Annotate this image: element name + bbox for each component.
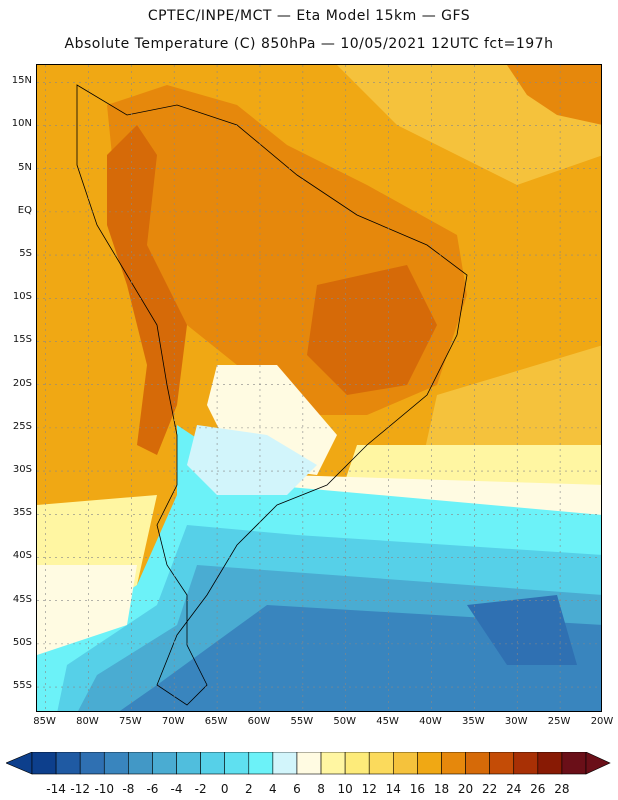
colorbar-level-label: 18 <box>433 782 450 796</box>
colorbar-level-label: 6 <box>293 782 301 796</box>
lon-tick-label: 85W <box>33 716 56 727</box>
lon-tick-label: 35W <box>462 716 485 727</box>
lon-tick-label: 80W <box>76 716 99 727</box>
lat-tick-label: 45S <box>12 593 32 605</box>
colorbar-level-label: 10 <box>337 782 353 796</box>
colorbar-level-label: 20 <box>457 782 474 796</box>
colorbar-level-label: -4 <box>170 782 183 796</box>
lat-tick-label: 5N <box>18 161 32 173</box>
coastline <box>76 84 468 706</box>
lat-tick-label: 20S <box>12 377 32 389</box>
map-subtitle: Absolute Temperature (C) 850hPa — 10/05/… <box>64 36 554 52</box>
colorbar-level-label: 26 <box>530 782 546 796</box>
colorbar-swatch <box>296 752 322 775</box>
lat-tick-label: 10N <box>11 118 32 130</box>
colorbar <box>6 752 611 775</box>
lat-tick-label: 5S <box>19 248 32 260</box>
colorbar-swatch <box>224 752 250 775</box>
colorbar-level-label: -12 <box>70 782 90 796</box>
colorbar-swatch <box>152 752 177 775</box>
colorbar-swatch <box>561 752 587 775</box>
colorbar-swatch <box>176 752 201 775</box>
colorbar-level-label: 28 <box>554 782 570 796</box>
lat-tick-label: 15N <box>11 75 32 87</box>
colorbar-level-label: 22 <box>482 782 498 796</box>
lon-tick-label: 20W <box>590 716 614 727</box>
colorbar-swatch <box>417 752 442 775</box>
colorbar-level-label: 16 <box>409 782 426 796</box>
colorbar-swatch <box>368 752 394 775</box>
colorbar-swatch <box>465 752 490 775</box>
lon-tick-label: 40W <box>419 716 442 727</box>
field-south-blue2 <box>119 605 601 711</box>
lat-tick-label: 40S <box>12 550 32 562</box>
lon-tick-label: 60W <box>247 716 271 727</box>
field-south-blue3 <box>467 595 577 665</box>
lon-tick-label: 55W <box>290 716 314 727</box>
colorbar-level-label: 24 <box>506 782 522 796</box>
colorbar-swatch <box>441 752 466 775</box>
lon-tick-label: 45W <box>376 716 399 727</box>
colorbar-swatch <box>537 752 563 775</box>
colorbar-under-arrow <box>6 752 33 775</box>
colorbar-level-label: 4 <box>269 782 277 796</box>
colorbar-swatch <box>55 752 81 775</box>
colorbar-swatch <box>272 752 298 775</box>
colorbar-swatch <box>393 752 418 775</box>
colorbar-swatch <box>489 752 515 775</box>
colorbar-swatch <box>128 752 153 775</box>
temperature-field <box>37 65 601 711</box>
field-hot-caribbean <box>507 65 601 125</box>
map-panel[interactable] <box>36 64 602 712</box>
lon-tick-label: 70W <box>161 716 185 727</box>
colorbar-swatch <box>513 752 539 775</box>
graticule <box>37 65 601 711</box>
lat-tick-label: 30S <box>12 464 32 476</box>
colorbar-over-arrow <box>585 752 611 775</box>
colorbar-level-label: 2 <box>244 782 253 796</box>
colorbar-swatch <box>200 752 225 775</box>
lat-tick-label: 50S <box>12 636 32 648</box>
colorbar-swatch <box>31 752 57 775</box>
colorbar-level-label: -2 <box>194 782 207 796</box>
field-plata-cool <box>187 425 317 495</box>
lon-tick-label: 30W <box>504 716 528 727</box>
lon-tick-label: 65W <box>204 716 228 727</box>
colorbar-level-label: -14 <box>46 782 66 796</box>
lat-tick-label: EQ <box>17 204 32 216</box>
colorbar-swatch <box>79 752 105 775</box>
field-continent-hot <box>307 265 437 395</box>
lon-tick-label: 75W <box>119 716 142 727</box>
map-title: CPTEC/INPE/MCT — Eta Model 15km — GFS <box>147 8 471 24</box>
colorbar-level-label: 0 <box>220 782 229 796</box>
field-andes-hot <box>107 125 187 455</box>
colorbar-swatch <box>320 752 346 775</box>
lat-tick-label: 55S <box>12 680 32 692</box>
colorbar-level-label: 8 <box>317 782 325 796</box>
colorbar-level-label: -8 <box>122 782 135 796</box>
colorbar-swatch <box>248 752 274 775</box>
lat-tick-label: 15S <box>12 334 32 346</box>
field-pacific-cream <box>37 565 137 655</box>
colorbar-swatch <box>103 752 129 775</box>
lat-tick-label: 35S <box>12 507 32 519</box>
lon-tick-label: 25W <box>547 716 571 727</box>
lat-tick-label: 25S <box>12 420 32 432</box>
colorbar-swatch <box>344 752 370 775</box>
lat-tick-label: 10S <box>12 291 32 303</box>
colorbar-level-label: 14 <box>385 782 401 796</box>
lon-tick-label: 50W <box>333 716 357 727</box>
colorbar-level-label: -6 <box>146 782 159 796</box>
colorbar-level-label: -10 <box>94 782 115 796</box>
colorbar-level-label: 12 <box>361 782 377 796</box>
